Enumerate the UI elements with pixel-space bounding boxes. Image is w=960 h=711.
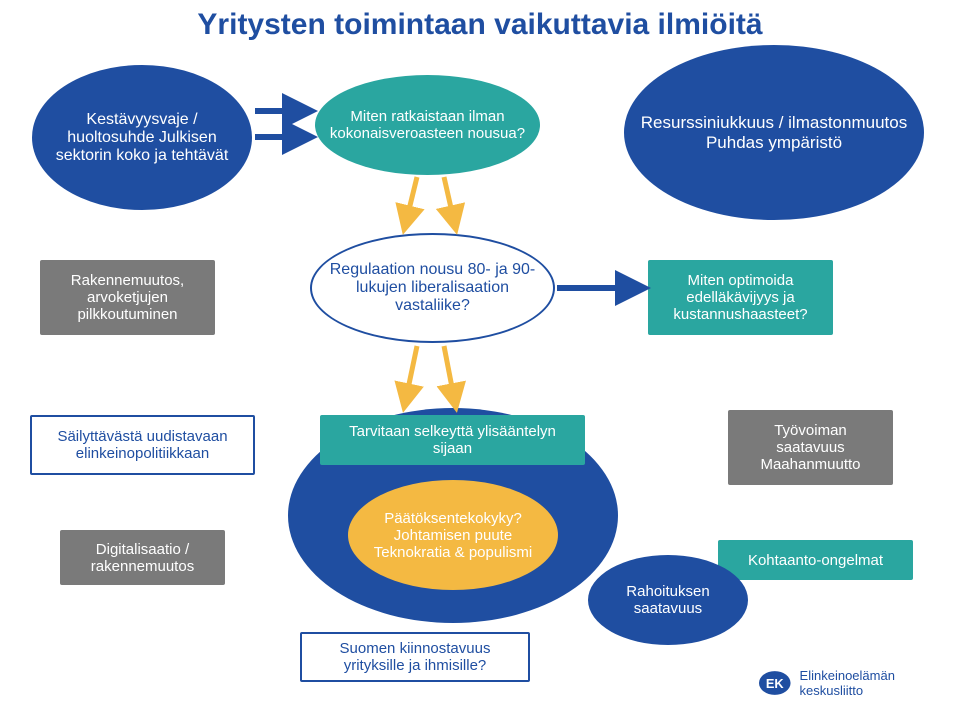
ek-logo-icon: EK — [758, 670, 792, 696]
arrow-e1-e2 — [0, 0, 960, 711]
diagram-canvas: Yritysten toimintaan vaikuttavia ilmiöit… — [0, 0, 960, 711]
svg-text:EK: EK — [766, 676, 785, 691]
ek-logo: EK Elinkeinoelämän keskusliitto — [758, 668, 960, 698]
ek-logo-text: Elinkeinoelämän keskusliitto — [800, 668, 960, 698]
